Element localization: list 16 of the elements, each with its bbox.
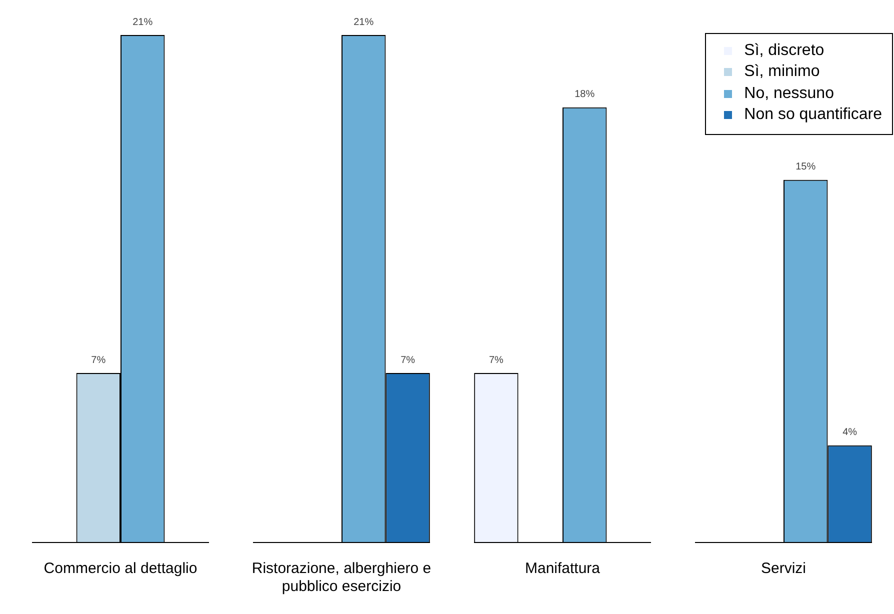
legend-label: Sì, discreto xyxy=(744,42,824,60)
legend-label: No, nessuno xyxy=(744,84,834,103)
x-tick-label: Manifattura xyxy=(524,560,601,578)
legend-label: Non so quantificare xyxy=(744,106,882,124)
data-label: 15% xyxy=(796,162,816,173)
data-label: 4% xyxy=(842,427,858,438)
legend-label: Sì, minimo xyxy=(744,63,820,82)
data-label: 18% xyxy=(574,89,595,100)
x-tick-label: Commercio al dettaglio xyxy=(44,560,198,578)
x-tick-label: Servizi xyxy=(760,560,806,578)
data-label: 21% xyxy=(132,16,153,28)
data-label: 7% xyxy=(91,354,106,366)
x-tick-label: Ristorazione, alberghiero e pubblico esercizio xyxy=(252,560,432,596)
data-label: 7% xyxy=(488,354,504,366)
data-label: 21% xyxy=(354,16,374,28)
data-label: 7% xyxy=(400,354,416,366)
